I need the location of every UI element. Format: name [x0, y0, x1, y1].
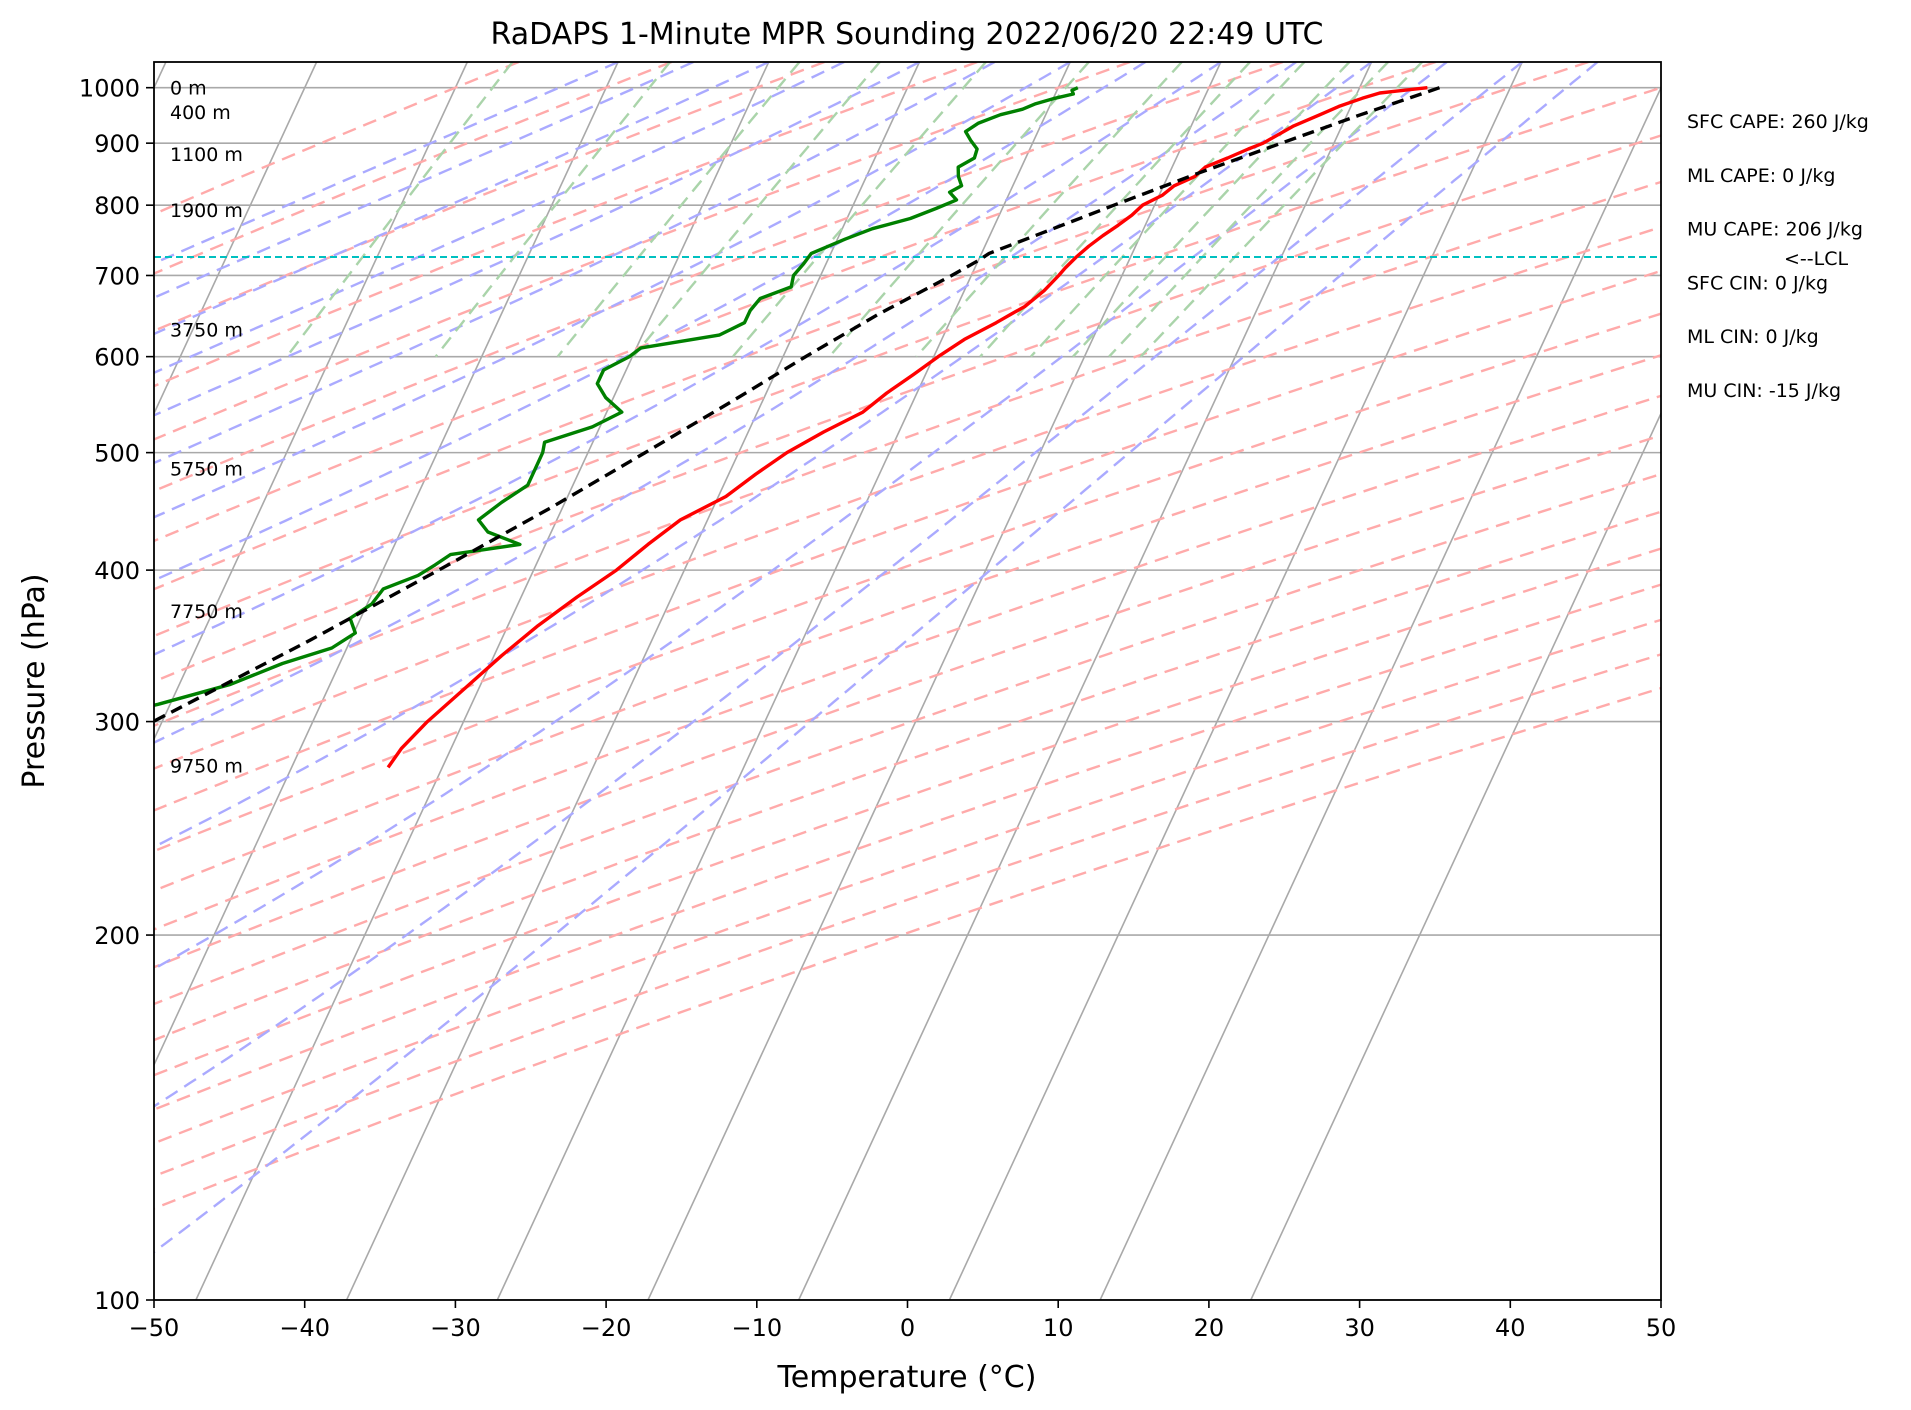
- mixing-ratio-line: [1072, 62, 1351, 358]
- height-label: 0 m: [170, 78, 207, 100]
- dry-adiabat-line: [154, 180, 1661, 727]
- x-tick-label: −40: [279, 1314, 330, 1342]
- mixing-ratio-line: [632, 62, 881, 358]
- y-tick-label: 1000: [79, 75, 140, 103]
- y-tick-label: 500: [94, 440, 140, 468]
- moist-adiabat-line: [154, 62, 694, 300]
- mixing-ratio-line: [915, 62, 1183, 358]
- index-annotation: ML CAPE: 0 J/kg: [1687, 165, 1835, 187]
- y-tick-label: 200: [94, 922, 140, 950]
- temperature-profile-line: [386, 86, 1428, 769]
- x-tick-label: 30: [1344, 1314, 1375, 1342]
- y-axis: 100 200 300 400 500 600 700 800 900 1000: [79, 75, 154, 1315]
- index-annotation: SFC CAPE: 260 J/kg: [1687, 111, 1869, 133]
- isotherm-line: [154, 62, 469, 742]
- index-annotation: MU CAPE: 206 J/kg: [1687, 219, 1863, 241]
- x-tick-label: −10: [731, 1314, 782, 1342]
- x-tick-label: 0: [900, 1314, 915, 1342]
- isotherm-line: [154, 62, 619, 1067]
- y-tick-label: 100: [94, 1287, 140, 1315]
- mixing-ratio-line: [285, 62, 514, 358]
- dry-adiabat-line: [154, 134, 1661, 683]
- y-tick-label: 400: [94, 557, 140, 585]
- index-annotation: ML CIN: 0 J/kg: [1687, 326, 1819, 348]
- moist-adiabat-line: [154, 62, 1373, 849]
- isotherm-line: [496, 62, 1071, 1300]
- mixing-ratio-line: [556, 62, 801, 358]
- y-tick-label: 600: [94, 344, 140, 372]
- x-axis: −50 −40 −30 −20 −10 0 10 20 30 40 50: [129, 1300, 1677, 1342]
- x-tick-label: −50: [129, 1314, 180, 1342]
- isotherm-line: [1250, 411, 1661, 1300]
- x-tick-label: 20: [1194, 1314, 1225, 1342]
- dry-adiabat-line: [154, 62, 1284, 493]
- y-tick-label: 700: [94, 262, 140, 290]
- x-tick-label: 50: [1646, 1314, 1677, 1342]
- height-label: 1900 m: [170, 200, 243, 222]
- mixing-ratio-line: [1030, 62, 1306, 358]
- moist-adiabat-line: [154, 62, 770, 336]
- lcl-group: <--LCL: [154, 248, 1848, 270]
- dry-adiabat-line: [154, 394, 1661, 931]
- y-tick-label: 900: [94, 130, 140, 158]
- y-tick-label: 800: [94, 192, 140, 220]
- dry-adiabat-line: [154, 686, 1661, 1210]
- y-axis-title: Pressure (hPa): [17, 573, 52, 788]
- dry-adiabat-line: [154, 62, 1436, 543]
- dry-adiabat-line: [154, 62, 978, 388]
- x-tick-label: 10: [1043, 1314, 1074, 1342]
- moist-adiabat-line: [154, 62, 1523, 1108]
- dry-adiabat-line: [154, 434, 1661, 969]
- dry-adiabat-line: [154, 618, 1661, 1145]
- dry-adiabat-line: [154, 312, 1661, 853]
- y-tick-label: 300: [94, 709, 140, 737]
- dry-adiabat-line: [154, 472, 1661, 1006]
- moist-adiabat-line: [154, 62, 1448, 971]
- index-annotation: MU CIN: -15 J/kg: [1687, 380, 1841, 402]
- lcl-label: <--LCL: [1784, 248, 1848, 270]
- mixing-ratio-line: [1139, 62, 1423, 358]
- dry-adiabat-line: [154, 354, 1661, 893]
- dry-adiabat-line: [154, 653, 1661, 1178]
- height-label: 400 m: [170, 102, 231, 124]
- series-group: [154, 86, 1441, 769]
- dewpoint-profile-line: [154, 86, 1079, 708]
- x-tick-label: 40: [1495, 1314, 1526, 1342]
- dry-adiabat-line: [154, 269, 1661, 812]
- moist-adiabat-line: [154, 62, 845, 375]
- isotherm-line: [797, 62, 1373, 1300]
- height-label: 7750 m: [170, 601, 243, 623]
- chart-title: RaDAPS 1-Minute MPR Sounding 2022/06/20 …: [491, 17, 1324, 52]
- mixing-ratio-line: [1108, 62, 1389, 358]
- x-axis-title: Temperature (°C): [777, 1360, 1037, 1395]
- height-label: 9750 m: [170, 755, 243, 777]
- x-tick-label: −30: [430, 1314, 481, 1342]
- mixing-ratio-line: [434, 62, 671, 358]
- background-lines: [154, 62, 1661, 1300]
- index-annotations: SFC CAPE: 260 J/kg ML CAPE: 0 J/kg MU CAPE…: [1687, 111, 1869, 402]
- height-label: 3750 m: [170, 319, 243, 341]
- isotherm-line: [1099, 85, 1661, 1300]
- moist-adiabat-line: [154, 62, 1297, 744]
- x-tick-label: −20: [581, 1314, 632, 1342]
- moist-adiabat-line: [154, 62, 1599, 1254]
- isotherm-line: [948, 62, 1523, 1300]
- moist-adiabat-line: [154, 62, 1222, 656]
- height-label: 1100 m: [170, 144, 243, 166]
- index-annotation: SFC CIN: 0 J/kg: [1687, 272, 1828, 294]
- moist-adiabat-line: [154, 62, 1147, 582]
- isotherm-line: [345, 62, 921, 1300]
- height-label: 5750 m: [170, 459, 243, 481]
